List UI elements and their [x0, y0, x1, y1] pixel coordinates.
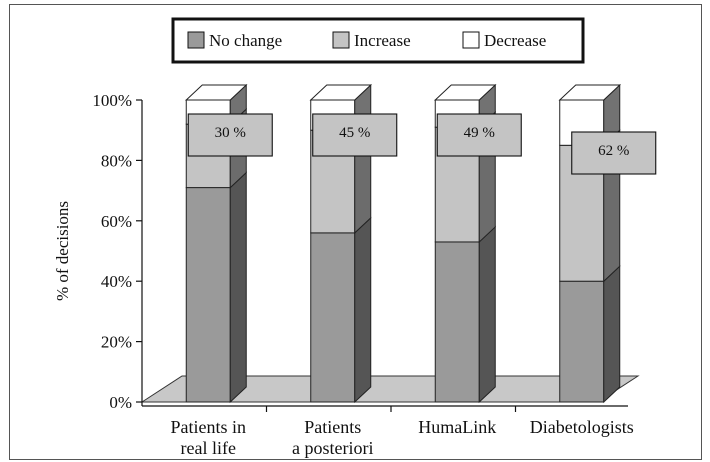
bar-top-face — [558, 84, 622, 101]
legend-box — [171, 17, 585, 64]
bar-side-face — [229, 171, 247, 404]
annotation-box — [187, 113, 273, 157]
bar-side-face — [354, 216, 372, 404]
x-category-label: HumaLink — [418, 417, 496, 437]
bar-segment — [185, 187, 231, 403]
bar-side-face — [478, 225, 496, 404]
bar-segment — [559, 280, 605, 403]
bar-side-face — [603, 265, 621, 404]
annotation-label: 62 % — [598, 143, 629, 159]
annotation-box — [436, 113, 522, 157]
annotation-box — [312, 113, 398, 157]
legend-swatch — [462, 31, 480, 49]
x-category-label: Patients in — [171, 417, 247, 437]
y-tick-label: 100% — [92, 91, 132, 110]
annotation-box — [571, 131, 657, 175]
x-category-label: real life — [181, 438, 236, 458]
bar-top-face — [433, 84, 497, 101]
y-tick-label: 60% — [101, 212, 132, 231]
y-tick-label: 0% — [109, 393, 132, 412]
bar-segment — [310, 232, 356, 403]
y-tick-label: 20% — [101, 333, 132, 352]
bar-top-face — [309, 84, 373, 101]
y-tick-label: 40% — [101, 272, 132, 291]
bar-segment — [434, 241, 480, 403]
legend-label: No change — [209, 31, 282, 50]
legend-label: Decrease — [484, 31, 546, 50]
x-category-label: Patients — [304, 417, 361, 437]
y-tick-label: 80% — [101, 151, 132, 170]
legend-swatch — [332, 31, 350, 49]
legend-swatch — [187, 31, 205, 49]
x-category-label: a posteriori — [292, 438, 373, 458]
x-category-label: Diabetologists — [530, 417, 634, 437]
annotation-label: 49 % — [464, 125, 495, 141]
legend-label: Increase — [354, 31, 411, 50]
bar-top-face — [184, 84, 248, 101]
y-axis-title: % of decisions — [53, 201, 72, 301]
annotation-label: 45 % — [339, 125, 370, 141]
annotation-label: 30 % — [215, 125, 246, 141]
